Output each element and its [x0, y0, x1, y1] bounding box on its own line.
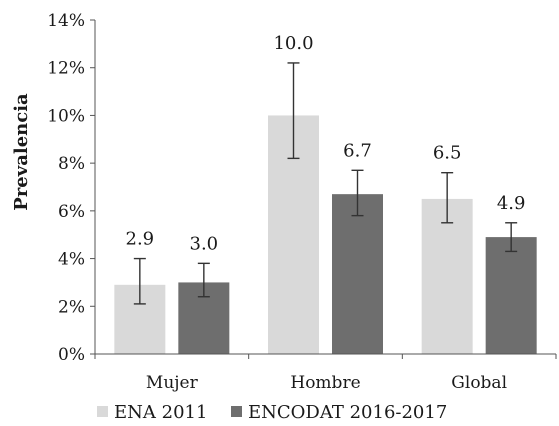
x-ticks: Mujer Hombre Global — [94, 354, 557, 393]
y-tick-label: 12% — [47, 59, 85, 79]
data-label-ena-2011-mujer: 2.9 — [126, 229, 155, 250]
error-bars — [133, 62, 518, 305]
error-bar-encodat-2016-2017-global — [505, 222, 518, 253]
y-ticks: 0% 2% 4% 6% 8% 10% 12% 14% — [47, 11, 95, 365]
data-label-encodat-2016-2017-global: 4.9 — [497, 193, 526, 214]
y-tick-label: 2% — [58, 297, 85, 317]
y-tick-label: 0% — [58, 345, 85, 365]
y-tick-label: 14% — [47, 11, 85, 31]
bar-ena-2011-global — [421, 198, 473, 354]
x-tick-label-hombre: Hombre — [290, 373, 360, 393]
x-tick-label-global: Global — [451, 373, 507, 393]
bars — [114, 115, 537, 354]
legend: ENA 2011 ENCODAT 2016-2017 — [97, 402, 447, 423]
data-labels: 2.9 3.0 10.0 6.7 6.5 4.9 — [126, 33, 526, 254]
x-tick-label-mujer: Mujer — [146, 373, 199, 393]
legend-label-encodat-2016-2017: ENCODAT 2016-2017 — [248, 402, 447, 423]
bar-encodat-2016-2017-hombre — [332, 194, 383, 354]
y-tick-label: 10% — [47, 106, 85, 126]
data-label-ena-2011-global: 6.5 — [433, 143, 462, 164]
data-label-ena-2011-hombre: 10.0 — [273, 33, 313, 54]
y-axis-label: Prevalencia — [11, 93, 32, 211]
bar-encodat-2016-2017-global — [485, 237, 537, 354]
legend-swatch-ena-2011 — [97, 406, 108, 417]
error-bar-ena-2011-global — [441, 171, 454, 224]
error-bar-ena-2011-hombre — [287, 62, 300, 160]
legend-label-ena-2011: ENA 2011 — [114, 402, 207, 423]
error-bar-ena-2011-mujer — [133, 257, 146, 305]
y-tick-label: 8% — [58, 154, 85, 174]
error-bar-encodat-2016-2017-mujer — [197, 262, 210, 298]
data-label-encodat-2016-2017-mujer: 3.0 — [190, 233, 219, 254]
y-tick-label: 4% — [58, 250, 85, 270]
error-bar-encodat-2016-2017-hombre — [351, 169, 364, 217]
axes — [94, 20, 556, 355]
y-tick-label: 6% — [58, 202, 85, 222]
data-label-encodat-2016-2017-hombre: 6.7 — [343, 140, 372, 161]
legend-swatch-encodat-2016-2017 — [231, 406, 242, 417]
